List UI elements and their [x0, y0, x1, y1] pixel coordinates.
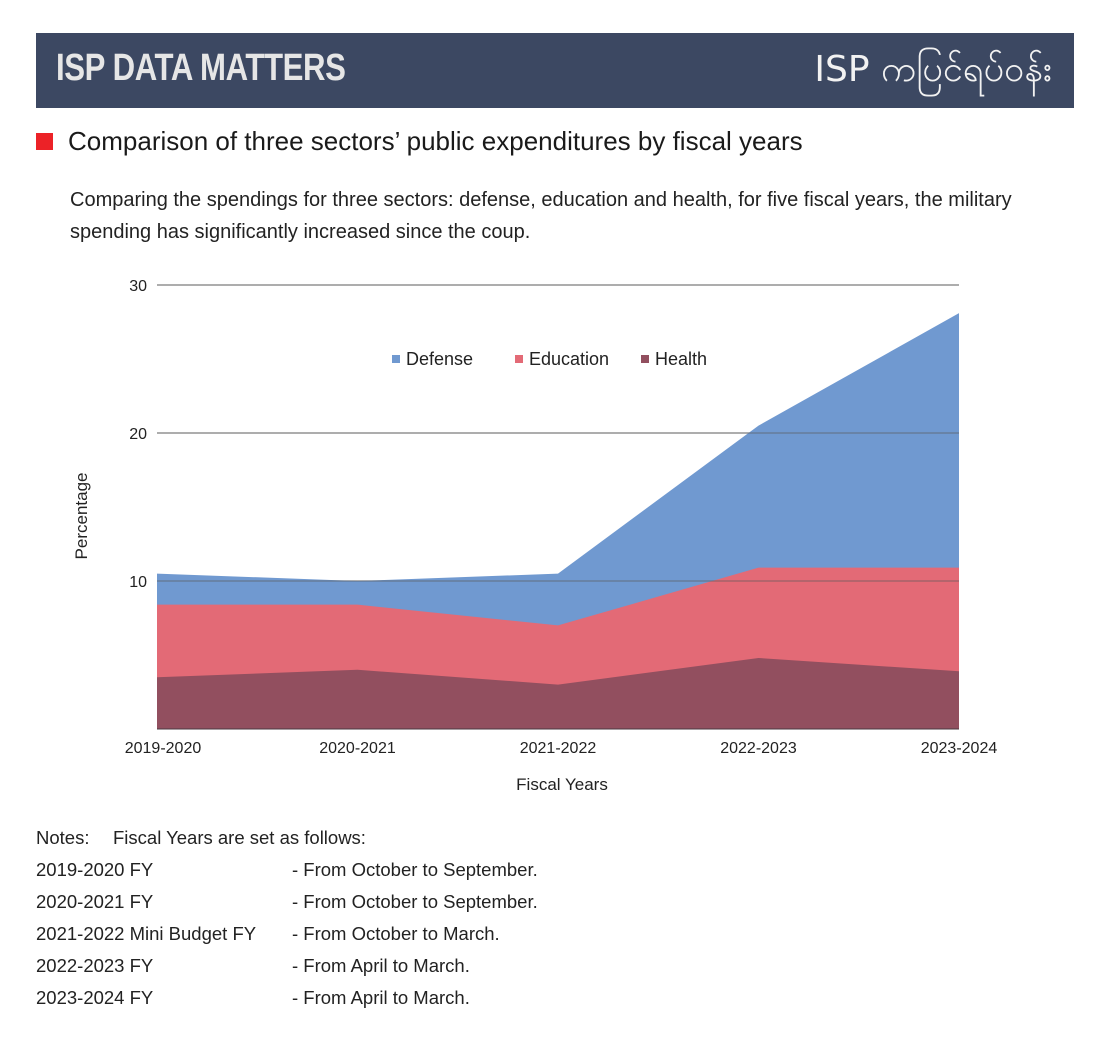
- chart-heading: Comparison of three sectors’ public expe…: [68, 126, 803, 156]
- x-tick-label: 2021-2022: [520, 740, 597, 757]
- fiscal-period: - From October to September.: [292, 891, 538, 912]
- fiscal-year: 2021-2022 Mini Budget FY: [36, 923, 257, 944]
- legend-label-education: Education: [529, 349, 609, 369]
- overlay-grid-layer: [157, 284, 959, 582]
- fiscal-period: - From April to March.: [292, 955, 470, 976]
- fiscal-year: 2019-2020 FY: [36, 859, 154, 880]
- notes-row: 2019-2020 FY - From October to September…: [36, 854, 538, 886]
- square-bullet-icon: [36, 133, 53, 150]
- notes-row: 2022-2023 FY - From April to March.: [36, 950, 538, 982]
- x-axis-label: Fiscal Years: [516, 775, 608, 794]
- fiscal-period: - From October to September.: [292, 859, 538, 880]
- area-layer: [157, 313, 959, 729]
- notes-row: 2021-2022 Mini Budget FY - From October …: [36, 918, 538, 950]
- fiscal-year: 2022-2023 FY: [36, 955, 154, 976]
- description: Comparing the spendings for three sector…: [70, 189, 1012, 243]
- x-tick-label: 2023-2024: [921, 740, 998, 757]
- legend-label-defense: Defense: [406, 349, 473, 369]
- legend-label-health: Health: [655, 349, 707, 369]
- notes-header: Notes: Fiscal Years are set as follows:: [36, 822, 538, 854]
- y-tick-label: 10: [129, 574, 147, 591]
- legend-swatch-health: [641, 355, 649, 363]
- y-tick-label: 30: [129, 278, 147, 295]
- section-heading: Comparison of three sectors’ public expe…: [36, 126, 803, 157]
- fiscal-year: 2023-2024 FY: [36, 987, 154, 1008]
- fiscal-period: - From April to March.: [292, 987, 470, 1008]
- notes-row: 2023-2024 FY - From April to March.: [36, 982, 538, 1014]
- fiscal-year: 2020-2021 FY: [36, 891, 154, 912]
- axis-layer: 10 20 30 2019-2020 2020-2021 2021-2022 2022-20…: [125, 278, 998, 757]
- y-tick-label: 20: [129, 426, 147, 443]
- legend-swatch-education: [515, 355, 523, 363]
- banner-title: ISP DATA MATTERS: [56, 47, 346, 89]
- area-chart: 10 20 30 2019-2020 2020-2021 2021-2022 2022-20…: [72, 278, 998, 794]
- area-health: [157, 657, 959, 729]
- x-tick-label: 2019-2020: [125, 740, 202, 757]
- fiscal-period: - From October to March.: [292, 923, 500, 944]
- y-axis-label: Percentage: [72, 473, 91, 560]
- legend: Defense Education Health: [392, 349, 707, 369]
- header-banner: ISP DATA MATTERS ISP ကပြင်ရပ်ဝန်း: [36, 33, 1074, 108]
- x-tick-label: 2022-2023: [720, 740, 797, 757]
- notes-row: 2020-2021 FY - From October to September…: [36, 886, 538, 918]
- notes: Notes: Fiscal Years are set as follows: …: [36, 822, 538, 1014]
- notes-intro: Fiscal Years are set as follows:: [113, 827, 366, 848]
- banner-subtitle: ISP ကပြင်ရပ်ဝန်း: [814, 49, 1052, 90]
- x-tick-label: 2020-2021: [319, 740, 396, 757]
- legend-swatch-defense: [392, 355, 400, 363]
- notes-label: Notes:: [36, 827, 90, 848]
